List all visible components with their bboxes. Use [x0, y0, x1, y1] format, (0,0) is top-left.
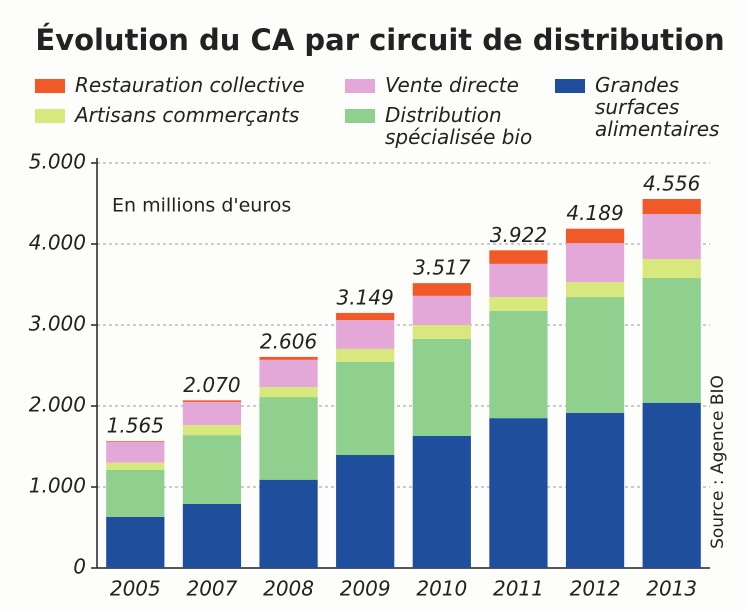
subtitle: En millions d'euros — [112, 195, 291, 217]
bar-segment — [182, 425, 242, 436]
total-label: 4.189 — [566, 201, 623, 225]
bar-segment — [412, 283, 471, 296]
total-label: 4.556 — [643, 171, 700, 195]
x-tick-label: 2008 — [263, 577, 314, 601]
legend-label: Distribution spécialisée bio — [385, 103, 533, 149]
legend-label: Restauration collective — [75, 73, 305, 97]
bar-segment — [106, 516, 165, 568]
bar-segment — [642, 214, 701, 259]
legend-swatch — [35, 109, 65, 123]
bar-segment — [565, 412, 625, 568]
bar-segment — [412, 295, 471, 325]
bar-segment — [565, 243, 625, 283]
bar-segment — [182, 504, 242, 568]
bar-segment — [182, 400, 242, 402]
legend-swatch — [35, 79, 65, 93]
total-label: 3.922 — [490, 223, 547, 247]
x-tick-label: 2007 — [186, 577, 237, 601]
total-label: 2.070 — [183, 373, 240, 397]
bar-segment — [642, 278, 701, 403]
legend-swatch — [345, 109, 375, 123]
y-tick-label: 0 — [73, 555, 86, 579]
bar-segment — [106, 462, 165, 470]
bar-segment — [259, 397, 318, 480]
x-tick-label: 2005 — [110, 577, 161, 601]
bar-segment — [565, 297, 625, 413]
bar-segment — [412, 338, 471, 436]
legend-label: Vente directe — [385, 73, 519, 97]
bar-segment — [489, 297, 548, 311]
x-tick-label: 2013 — [646, 577, 697, 601]
x-tick-label: 2012 — [570, 577, 621, 601]
bar-segment — [565, 282, 625, 298]
bar-segment — [259, 479, 318, 568]
bar-segment — [336, 361, 395, 456]
bar-segment — [106, 441, 165, 443]
bar-segment — [259, 356, 318, 360]
x-tick-label: 2009 — [340, 577, 391, 601]
chart-title: Évolution du CA par circuit de distribut… — [35, 23, 724, 57]
source: Source : Agence BIO — [708, 375, 728, 549]
bar-segment — [106, 469, 165, 517]
bar-segment — [642, 258, 701, 279]
bar-segment — [489, 250, 548, 264]
y-tick-label: 1.000 — [29, 474, 86, 498]
bar-segment — [336, 455, 395, 568]
y-tick-label: 3.000 — [29, 312, 86, 336]
bar-segment — [336, 312, 395, 321]
legend-swatch — [345, 79, 375, 93]
bar-segment — [259, 386, 318, 398]
y-tick-label: 4.000 — [29, 231, 86, 255]
total-label: 3.517 — [413, 256, 471, 280]
bar-segment — [565, 228, 625, 244]
bar-segment — [489, 310, 548, 419]
legend-swatch — [555, 79, 585, 93]
bar-segment — [412, 325, 471, 339]
total-label: 1.565 — [107, 414, 164, 438]
total-label: 2.606 — [260, 329, 317, 353]
bar-segment — [182, 401, 242, 426]
y-tick-label: 2.000 — [29, 393, 86, 417]
legend-label: Artisans commerçants — [75, 103, 300, 127]
bar-segment — [489, 263, 548, 298]
bar-segment — [336, 348, 395, 362]
bar-segment — [106, 442, 165, 463]
bar-segment — [336, 320, 395, 349]
y-tick-label: 5.000 — [29, 150, 86, 174]
bar-segment — [412, 435, 471, 568]
legend-label: Grandes surfaces alimentaires — [595, 73, 720, 141]
bar-segment — [642, 198, 701, 215]
total-label: 3.149 — [337, 285, 394, 309]
x-tick-label: 2011 — [493, 577, 544, 601]
bar-segment — [182, 435, 242, 505]
x-tick-label: 2010 — [416, 577, 467, 601]
bar-segment — [259, 359, 318, 387]
bar-segment — [489, 418, 548, 568]
bar-segment — [642, 402, 701, 568]
